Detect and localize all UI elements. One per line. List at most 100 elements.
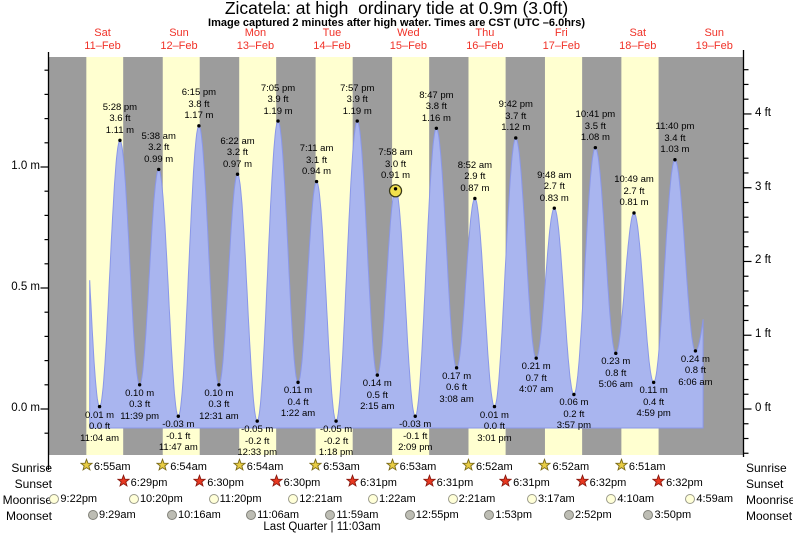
moonset-time: 9:29am: [99, 509, 136, 521]
sunrise-time: 6:52am: [552, 461, 590, 473]
sunset-event: 6:30pm: [192, 474, 244, 490]
tide-extreme-label: 7:57 pm 3.9 ft 1.19 m: [340, 82, 375, 117]
moonset-circle-icon: [246, 510, 257, 520]
sunset-time: 6:30pm: [283, 477, 321, 489]
sunset-time: 6:31pm: [436, 477, 474, 489]
tide-extreme-label: 9:48 am 2.7 ft 0.83 m: [537, 169, 572, 204]
sunset-event: 6:31pm: [422, 474, 474, 492]
tide-extreme-dot: [334, 419, 338, 423]
moonrise-event: 9:22pm: [49, 492, 97, 506]
sunset-time: 6:29pm: [130, 477, 168, 489]
moonrise-event: 2:21am: [447, 492, 496, 506]
sunset-star-icon: [422, 474, 436, 492]
moonrise-time: 4:10am: [617, 493, 655, 505]
moonrise-event: 3:17am: [527, 492, 575, 506]
sunset-star-icon: [345, 474, 360, 492]
day-label: Mon 13–Feb: [236, 27, 275, 52]
day-label: Thu 16–Feb: [466, 27, 504, 52]
moonset-circle-icon: [563, 510, 574, 520]
sunset-event: 6:31pm: [345, 474, 397, 492]
sunrise-star-icon: [385, 458, 399, 476]
tide-extreme-dot: [413, 414, 417, 418]
sunset-time: 6:31pm: [360, 477, 397, 489]
sunrise-time: 6:54am: [170, 461, 207, 473]
y-axis-label-m: 1.0 m: [11, 160, 40, 172]
moonrise-time: 9:22pm: [60, 493, 98, 505]
sunrise-time: 6:51am: [628, 461, 666, 473]
y-axis-label-ft: 0 ft: [755, 402, 771, 414]
moonset-time: 11:06am: [257, 509, 300, 521]
moonrise-time: 12:21am: [299, 493, 343, 505]
tide-extreme-label: 7:05 pm 3.9 ft 1.19 m: [260, 82, 296, 117]
moonset-circle-icon: [166, 510, 177, 520]
sunset-star-icon: [651, 474, 666, 492]
sunrise-time: 6:53am: [323, 461, 360, 473]
tide-extreme-label: 6:22 am 3.2 ft 0.97 m: [220, 135, 255, 170]
moonset-time: 1:53pm: [495, 509, 533, 521]
tide-extreme-label: 0.14 m 0.5 ft 2:15 am: [360, 378, 395, 413]
row-label-moonrise-right: Moonrise: [746, 493, 793, 507]
tide-extreme-dot: [97, 404, 102, 409]
tide-extreme-dot: [176, 414, 181, 418]
moonset-circle-icon: [88, 510, 98, 520]
tide-extreme-dot: [673, 158, 677, 162]
moonrise-time: 11:20pm: [219, 493, 262, 505]
day-label: Tue 14–Feb: [313, 27, 351, 52]
sunset-star-icon: [575, 474, 589, 492]
tide-extreme-label: -0.03 m -0.1 ft 2:09 pm: [398, 419, 433, 454]
sunset-event: 6:29pm: [116, 474, 168, 490]
sunrise-event: 6:55am: [79, 458, 131, 474]
sunset-event: 6:31pm: [498, 474, 550, 490]
sunrise-star-icon: [614, 458, 629, 476]
sunset-time: 6:32pm: [666, 477, 703, 489]
day-label: Sat 18–Feb: [619, 27, 657, 52]
moonrise-event: 11:20pm: [208, 492, 262, 506]
moonset-time: 11:59am: [336, 509, 379, 521]
tide-extreme-label: 0.01 m 0.0 ft 11:04 am: [80, 409, 119, 444]
tide-extreme-label: 0.24 m 0.8 ft 6:06 am: [678, 353, 713, 388]
moonrise-time: 2:21am: [458, 493, 496, 505]
tide-extreme-label: 0.21 m 0.7 ft 4:07 am: [519, 361, 554, 396]
row-label-sunset: Sunset: [14, 477, 52, 491]
tide-extreme-label: 0.10 m 0.3 ft 11:39 pm: [120, 387, 160, 422]
row-label-moonrise: Moonrise: [2, 493, 52, 507]
tide-extreme-dot: [197, 124, 201, 128]
tide-extreme-dot: [355, 119, 359, 123]
sunrise-event: 6:54am: [155, 458, 207, 474]
row-label-sunrise: Sunrise: [11, 461, 52, 475]
day-label: Wed 15–Feb: [389, 27, 428, 52]
tide-extreme-dot: [314, 179, 319, 184]
sunrise-event: 6:54am: [232, 458, 283, 474]
y-axis-label-ft: 1 ft: [755, 328, 771, 341]
moonset-event: 12:55pm: [404, 508, 459, 522]
moonset-event: 2:52pm: [563, 508, 612, 522]
sunrise-time: 6:53am: [399, 461, 437, 473]
moonset-time: 2:52pm: [574, 509, 612, 521]
tide-extreme-dot: [375, 373, 380, 377]
moonrise-time: 10:20pm: [139, 493, 183, 505]
tide-extreme-dot: [651, 380, 656, 385]
tide-extreme-dot: [514, 136, 518, 140]
tide-extreme-dot: [534, 356, 538, 360]
sunrise-star-icon: [538, 458, 552, 476]
row-label-sunset-right: Sunset: [746, 477, 784, 491]
day-label: Sun 19–Feb: [695, 27, 733, 52]
moonset-event: 11:06am: [246, 508, 299, 522]
moonrise-event: 12:21am: [288, 492, 342, 506]
sunrise-event: 6:53am: [385, 458, 437, 476]
y-axis-label-m: 0.5 m: [11, 281, 40, 293]
day-label: Sun 12–Feb: [160, 27, 198, 52]
sunset-time: 6:32pm: [589, 477, 627, 489]
moonset-time: 10:16am: [177, 509, 221, 521]
sunrise-time: 6:52am: [475, 461, 513, 473]
sunset-event: 6:32pm: [651, 474, 703, 492]
tide-extreme-dot: [693, 349, 698, 353]
sunrise-event: 6:52am: [538, 458, 590, 476]
moonrise-circle-icon: [606, 494, 617, 504]
row-label-moonset-right: Moonset: [746, 509, 793, 523]
moonrise-circle-icon: [447, 494, 458, 504]
sunrise-time: 6:55am: [93, 461, 131, 473]
tide-extreme-label: 0.11 m 0.4 ft 1:22 am: [280, 385, 316, 420]
